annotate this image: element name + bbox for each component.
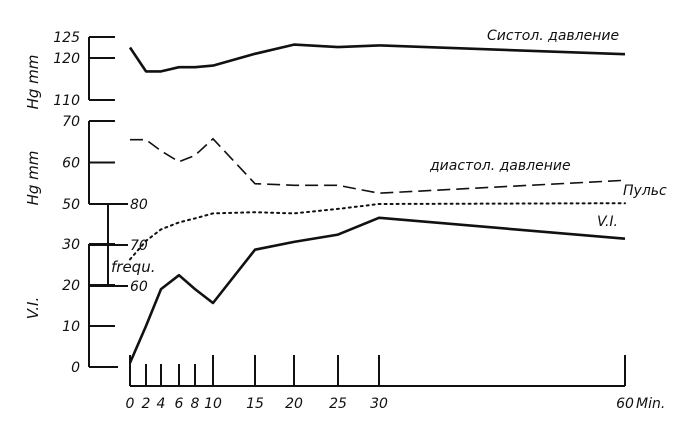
x-tick-label: 25 — [329, 396, 347, 412]
vi-tick-label: 0 — [71, 360, 80, 376]
series-line-1 — [130, 137, 626, 195]
systolic-tick-label: 120 — [53, 51, 80, 67]
vi-tick-label: 30 — [62, 237, 80, 253]
systolic-tick-label: 110 — [53, 93, 80, 109]
systolic-tick-label: 125 — [53, 30, 80, 46]
x-tick-label: 20 — [285, 396, 303, 412]
x-tick-label: 10 — [204, 396, 222, 412]
x-tick-label: 30 — [370, 396, 388, 412]
x-tick-label: 0 — [126, 396, 135, 412]
pulse-tick-label: 60 — [130, 279, 148, 295]
x-tick-label: 8 — [191, 396, 200, 412]
pulse-tick-label: 80 — [130, 197, 148, 213]
series-label-2: Пульс — [623, 183, 667, 199]
series-label-0: Систол. давление — [487, 28, 619, 44]
diastolic-axis-title: Hg mm — [24, 151, 42, 206]
diastolic-tick-label: 50 — [62, 197, 80, 213]
series-line-2 — [129, 202, 626, 261]
vi-tick-label: 20 — [62, 278, 80, 294]
x-tick-label: 15 — [246, 396, 264, 412]
vi-tick-label: 10 — [62, 319, 80, 335]
pulse-axis-title: frequ. — [111, 258, 155, 276]
vi-axis-title: V.I. — [24, 297, 42, 320]
diastolic-tick-label: 70 — [62, 114, 80, 130]
series-labels: Систол. давление диастол. давление Пульс V.… — [429, 28, 667, 230]
axes — [88, 36, 626, 387]
x-tick-label: 6 — [175, 396, 184, 412]
x-axis-unit: Min. — [636, 396, 665, 412]
series-line-0 — [128, 43, 626, 73]
pulse-tick-label: 70 — [130, 238, 148, 254]
series-label-3: V.I. — [597, 214, 618, 230]
series-label-1: диастол. давление — [429, 158, 571, 174]
diastolic-tick-label: 60 — [62, 156, 80, 172]
x-tick-label: 2 — [142, 396, 151, 412]
x-tick-label: 60 — [616, 396, 634, 412]
systolic-axis-title: Hg mm — [24, 55, 42, 110]
x-tick-label: 4 — [157, 396, 166, 412]
series-line-3 — [128, 216, 626, 364]
series-lines — [128, 43, 626, 364]
